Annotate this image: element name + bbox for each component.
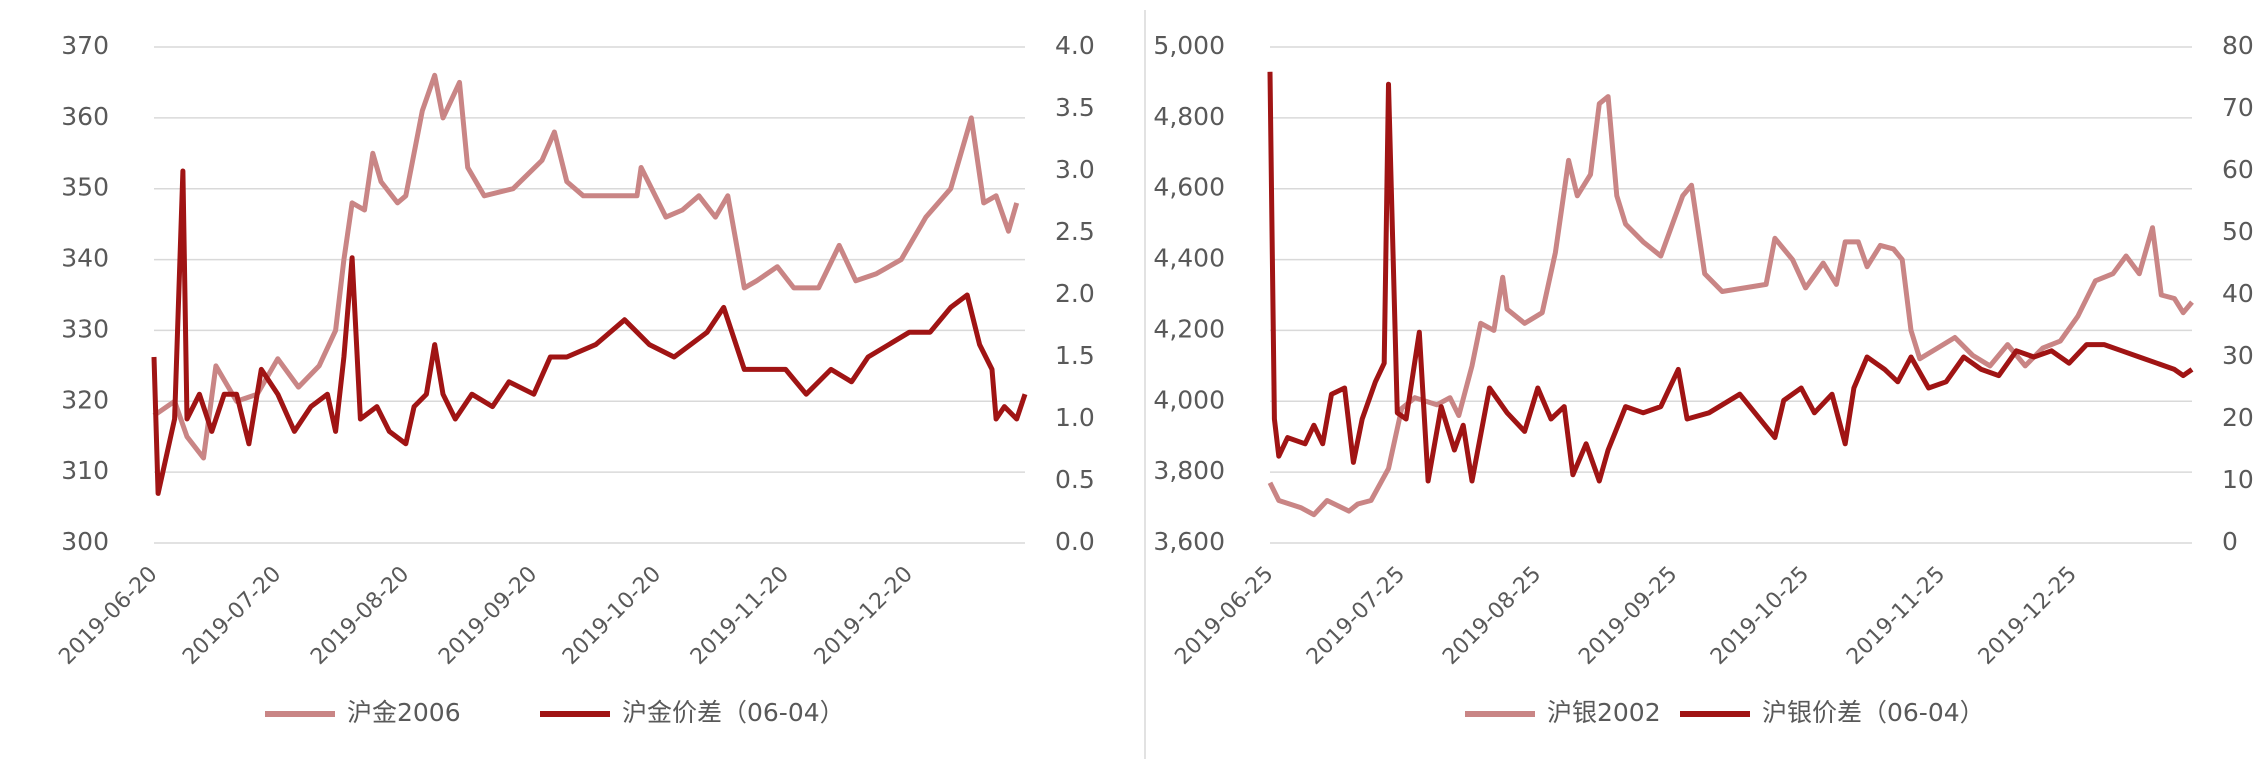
legend-label: 沪金价差（06-04） bbox=[622, 698, 845, 727]
legend-label: 沪银2002 bbox=[1547, 698, 1661, 727]
y-tick-label: 310 bbox=[61, 456, 109, 485]
y-tick-label: 4,200 bbox=[1153, 314, 1225, 343]
series-line bbox=[151, 168, 1028, 496]
y-tick-label: 370 bbox=[61, 31, 109, 60]
y2-tick-label: 4.0 bbox=[1055, 31, 1095, 60]
y-tick-label: 320 bbox=[61, 385, 109, 414]
y-tick-label: 4,000 bbox=[1153, 385, 1225, 414]
y2-tick-label: 3.0 bbox=[1055, 155, 1095, 184]
y-tick-label: 350 bbox=[61, 173, 109, 202]
y-tick-label: 4,400 bbox=[1153, 244, 1225, 273]
y-tick-label: 3,600 bbox=[1153, 527, 1225, 556]
y-tick-label: 360 bbox=[61, 102, 109, 131]
series-line bbox=[152, 72, 1020, 461]
y2-tick-label: 50 bbox=[2222, 217, 2254, 246]
series-line bbox=[1267, 94, 2194, 518]
series-line bbox=[1267, 71, 2194, 484]
y2-tick-label: 60 bbox=[2222, 155, 2254, 184]
y2-tick-label: 0 bbox=[2222, 527, 2238, 556]
y2-tick-label: 1.5 bbox=[1055, 341, 1095, 370]
legend-label: 沪银价差（06-04） bbox=[1762, 698, 1985, 727]
y-tick-label: 3,800 bbox=[1153, 456, 1225, 485]
y2-tick-label: 2.0 bbox=[1055, 279, 1095, 308]
y-tick-label: 330 bbox=[61, 314, 109, 343]
y2-tick-label: 70 bbox=[2222, 93, 2254, 122]
y2-tick-label: 80 bbox=[2222, 31, 2254, 60]
y-tick-label: 5,000 bbox=[1153, 31, 1225, 60]
y-tick-label: 340 bbox=[61, 244, 109, 273]
y2-tick-label: 0.0 bbox=[1055, 527, 1095, 556]
y2-tick-label: 10 bbox=[2222, 465, 2254, 494]
y-tick-label: 4,600 bbox=[1153, 173, 1225, 202]
y-tick-label: 300 bbox=[61, 527, 109, 556]
y2-tick-label: 1.0 bbox=[1055, 403, 1095, 432]
y2-tick-label: 0.5 bbox=[1055, 465, 1095, 494]
y2-tick-label: 40 bbox=[2222, 279, 2254, 308]
legend-label: 沪金2006 bbox=[347, 698, 461, 727]
y2-tick-label: 30 bbox=[2222, 341, 2254, 370]
y2-tick-label: 3.5 bbox=[1055, 93, 1095, 122]
y2-tick-label: 20 bbox=[2222, 403, 2254, 432]
y2-tick-label: 2.5 bbox=[1055, 217, 1095, 246]
y-tick-label: 4,800 bbox=[1153, 102, 1225, 131]
